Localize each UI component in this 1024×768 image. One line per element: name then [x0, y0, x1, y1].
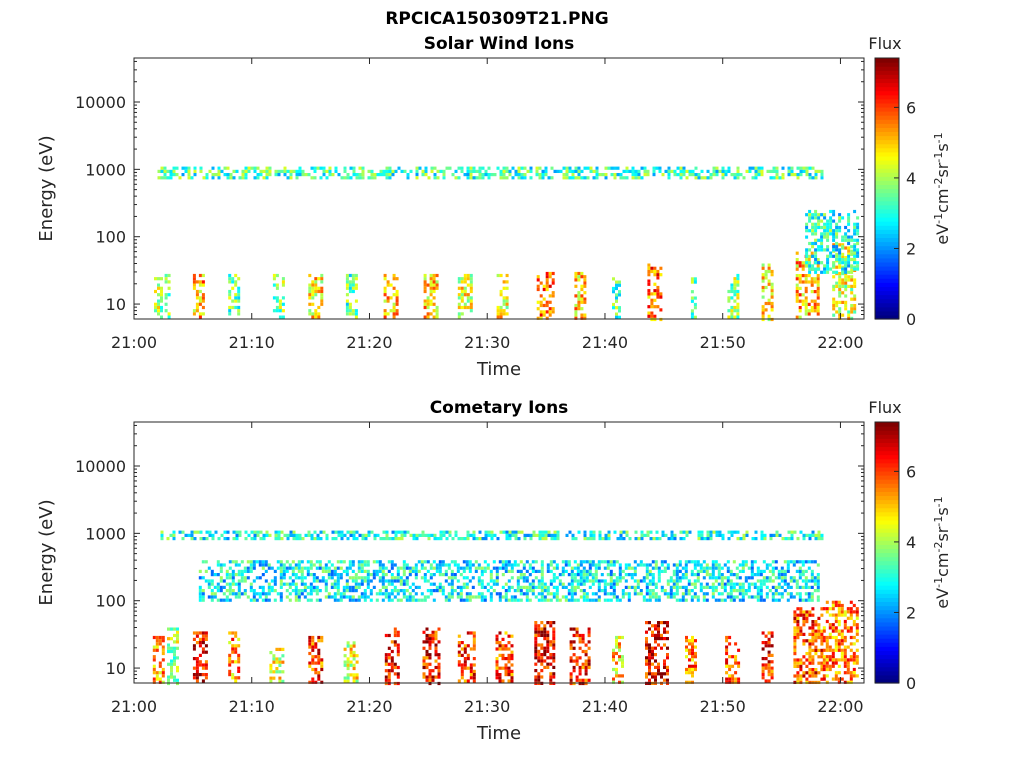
heatmap-feature-21 — [160, 530, 824, 541]
colorbar-label: Flux — [868, 398, 901, 417]
panel-cometary-ions: Cometary Ions 10 100 1000 10000 21:00 21:10 21:… — [36, 398, 952, 744]
heatmap-feature-4 — [272, 273, 285, 319]
heatmap-feature-0 — [152, 635, 165, 684]
x-tick-label: 21:00 — [111, 333, 157, 352]
heatmap-feature-13 — [612, 277, 621, 319]
colorbar-unit: eV-1cm-2sr-1s-1 — [932, 132, 953, 244]
heatmap-feature-0 — [154, 277, 163, 319]
heatmap-feature-15 — [685, 635, 697, 684]
colorbar-tick-label: 4 — [906, 533, 916, 552]
x-tick-label: 21:40 — [582, 697, 628, 716]
heatmap-feature-19 — [822, 600, 859, 684]
panel-solar-wind-ions: Solar Wind Ions 10 100 1000 10000 21:00 21:10 2… — [36, 34, 952, 380]
y-tick-label: 10000 — [75, 93, 126, 112]
heatmap-feature-12 — [569, 627, 591, 686]
heatmap-feature-13 — [612, 635, 624, 684]
y-tick-label: 100 — [95, 228, 126, 247]
colorbar-tick-label: 6 — [906, 98, 916, 117]
colorbar-tick-label: 0 — [906, 674, 916, 693]
heatmap-feature-16 — [725, 635, 741, 684]
heatmap-feature-21 — [805, 209, 860, 274]
heatmap-feature-14 — [647, 263, 663, 322]
heatmap-feature-9 — [457, 631, 476, 683]
y-axis-label: Energy (eV) — [36, 135, 57, 241]
colorbar-frame — [874, 57, 900, 320]
heatmap-feature-14 — [645, 621, 669, 685]
heatmap-feature-16 — [727, 273, 740, 319]
colorbar-tick-label: 6 — [906, 462, 916, 481]
heatmap-feature-20 — [198, 560, 820, 602]
heatmap-feature-5 — [308, 635, 324, 684]
colorbar: 0 2 4 6 Flux eV-1cm-2sr-1s-1 — [868, 34, 952, 329]
colorbar-unit: eV-1cm-2sr-1s-1 — [932, 496, 953, 608]
heatmap-feature-4 — [269, 647, 285, 683]
heatmap-feature-1 — [164, 273, 171, 319]
heatmap-feature-6 — [345, 273, 358, 319]
x-tick-label: 21:40 — [582, 333, 628, 352]
heatmap-feature-1 — [167, 627, 179, 686]
plot-area — [133, 421, 865, 684]
x-tick-label: 21:30 — [464, 333, 510, 352]
heatmap-feature-3 — [228, 631, 241, 683]
x-tick-label: 22:00 — [817, 333, 863, 352]
colorbar-label: Flux — [868, 34, 901, 53]
heatmap-feature-15 — [690, 277, 697, 319]
colorbar-frame — [874, 421, 900, 684]
colorbar-tick-label: 2 — [906, 603, 916, 622]
heatmap-feature-17 — [761, 631, 774, 683]
heatmap-cells — [152, 530, 859, 686]
x-tick-label: 21:50 — [700, 333, 746, 352]
colorbar-tick-label: 4 — [906, 169, 916, 188]
x-tick-label: 21:10 — [229, 697, 275, 716]
x-tick-label: 21:30 — [464, 697, 510, 716]
colorbar-tick-label: 2 — [906, 239, 916, 258]
heatmap-feature-9 — [457, 273, 473, 319]
colorbar-tick-label: 0 — [906, 310, 916, 329]
y-tick-label: 100 — [95, 592, 126, 611]
x-tick-label: 21:00 — [111, 697, 157, 716]
heatmap-feature-10 — [495, 631, 514, 683]
colorbar: 0 2 4 6 Flux eV-1cm-2sr-1s-1 — [868, 398, 952, 693]
heatmap-feature-17 — [761, 263, 774, 322]
x-tick-label: 22:00 — [817, 697, 863, 716]
heatmap-feature-12 — [574, 271, 587, 320]
figure-title: RPCICA150309T21.PNG — [385, 9, 608, 29]
panel-title: Solar Wind Ions — [424, 34, 575, 54]
heatmap-feature-7 — [384, 627, 400, 686]
x-tick-label: 21:50 — [700, 697, 746, 716]
heatmap-feature-5 — [308, 273, 324, 319]
heatmap-feature-20 — [157, 166, 824, 180]
y-tick-label: 10 — [106, 659, 126, 678]
x-axis-label: Time — [476, 723, 521, 744]
y-tick-label: 1000 — [85, 160, 126, 179]
heatmap-feature-3 — [228, 273, 241, 316]
x-axis-label: Time — [476, 359, 521, 380]
y-tick-label: 1000 — [85, 524, 126, 543]
x-tick-label: 21:20 — [346, 333, 392, 352]
y-tick-label: 10 — [106, 295, 126, 314]
y-axis-label: Energy (eV) — [36, 499, 57, 605]
heatmap-feature-7 — [383, 273, 399, 319]
heatmap-feature-2 — [192, 273, 205, 319]
heatmap-feature-6 — [343, 641, 359, 683]
heatmap-feature-2 — [192, 631, 208, 683]
heatmap-feature-11 — [536, 271, 555, 320]
x-tick-label: 21:10 — [229, 333, 275, 352]
panel-title: Cometary Ions — [430, 398, 569, 418]
heatmap-feature-11 — [534, 621, 556, 685]
x-tick-label: 21:20 — [346, 697, 392, 716]
heatmap-feature-8 — [423, 273, 439, 319]
plot-area — [133, 57, 865, 320]
y-tick-label: 10000 — [75, 457, 126, 476]
heatmap-feature-8 — [422, 627, 441, 686]
heatmap-feature-10 — [496, 273, 509, 319]
heatmap-feature-18 — [793, 607, 824, 684]
heatmap-cells — [154, 166, 860, 322]
